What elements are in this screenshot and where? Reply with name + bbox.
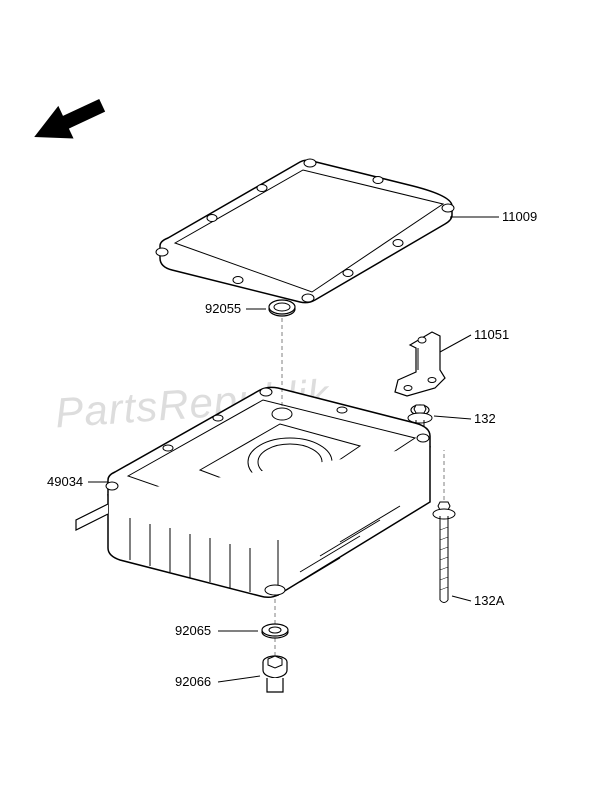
direction-arrow [0, 0, 589, 799]
parts-diagram: PartsRepublik [0, 0, 589, 799]
